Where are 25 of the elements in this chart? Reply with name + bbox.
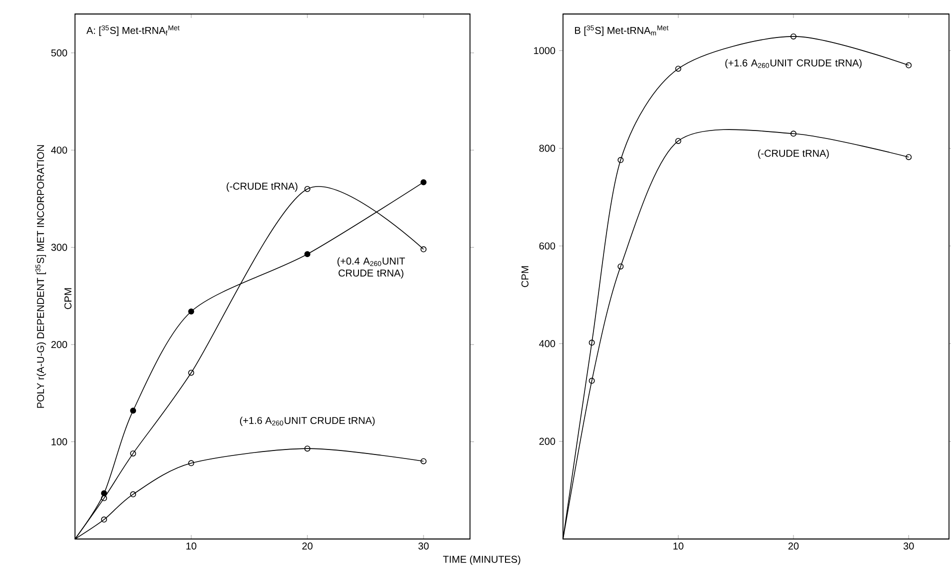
y-axis-title: CPM: [521, 266, 528, 288]
y-tick-label: 400: [539, 340, 556, 348]
y-axis-title: POLY r(A-U-G) DEPENDENT [$^{35}$S] MET INCORPORATION: [35, 145, 46, 408]
y-tick-label: 200: [539, 438, 556, 445]
series-label: (+1.6 A$_{260}$UNIT CRUDE tRNA): [725, 59, 862, 68]
y-tick-label: 200: [51, 341, 68, 348]
series-label: (+0.4 A$_{260}$UNIT CRUDE tRNA): [338, 257, 405, 279]
text: (+1.6 A$_{260}$UNIT CRUDE tRNA): [240, 416, 375, 426]
series-label: (-CRUDE tRNA): [758, 150, 829, 159]
y-tick-label: 500: [51, 49, 68, 56]
x-tick-label: 10: [673, 542, 684, 550]
x-tick-label: 30: [418, 542, 429, 550]
x-tick-label: 20: [788, 542, 799, 550]
x-tick-label: 20: [302, 542, 313, 550]
x-axis-title: TIME (MINUTES): [443, 556, 520, 565]
x-tick-label: 10: [186, 542, 196, 550]
y-tick-label: 800: [539, 144, 556, 152]
text: CPM: [64, 288, 72, 310]
y-tick-label: 400: [51, 146, 68, 154]
y-tick-label: 100: [52, 438, 68, 446]
y-tick-label: 1000: [534, 47, 556, 54]
y-tick-label: 300: [51, 244, 68, 251]
y-tick-label: 600: [539, 242, 556, 250]
x-tick-label: 30: [904, 542, 914, 550]
series-label: (-CRUDE tRNA): [226, 182, 298, 192]
